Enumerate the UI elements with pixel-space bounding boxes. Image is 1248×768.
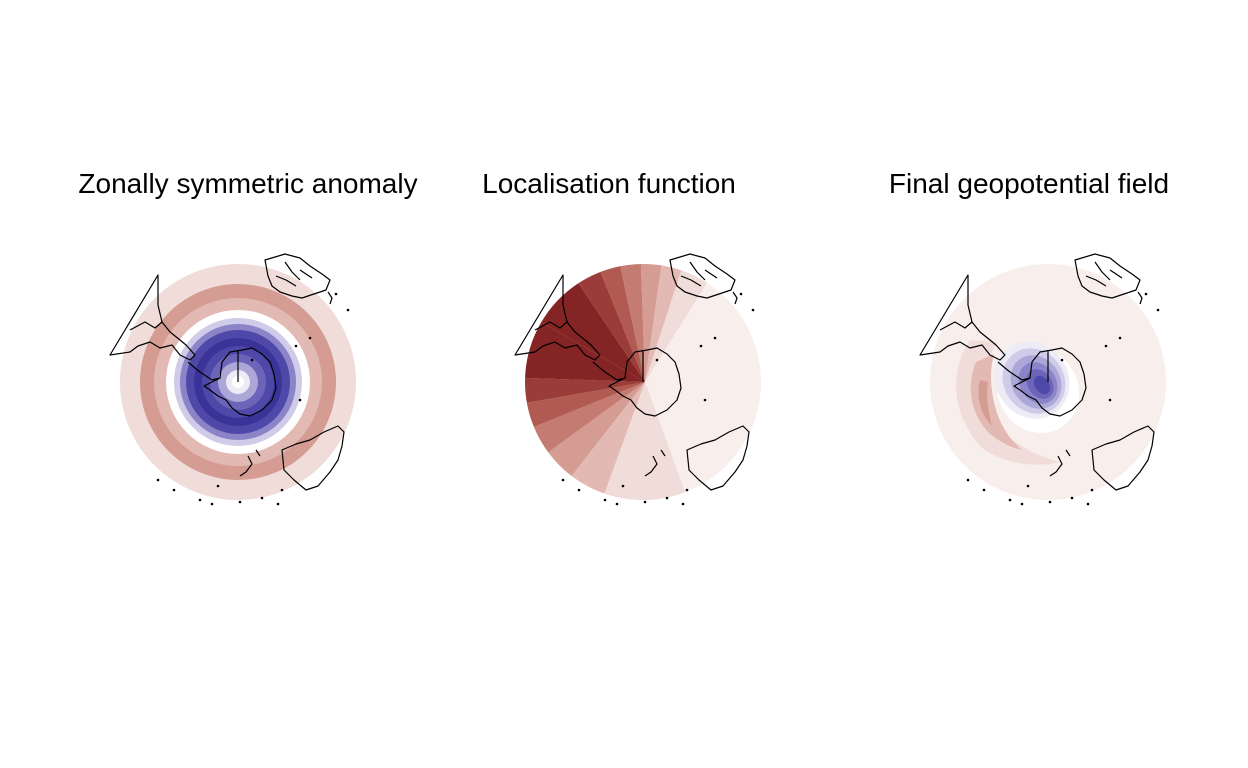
final-red-band-inner [978, 380, 992, 426]
coastline-6 [1085, 261, 1123, 287]
island-7 [577, 488, 581, 492]
coastline-9 [327, 291, 333, 305]
island-6 [561, 478, 565, 482]
localisation-wedge-3 [540, 382, 645, 485]
island-9 [615, 502, 619, 506]
localisation-field [525, 264, 761, 500]
island-12 [1086, 502, 1090, 506]
localisation-wedge-2 [565, 382, 645, 500]
island-12 [681, 502, 685, 506]
island-13 [280, 488, 284, 492]
island-6 [966, 478, 970, 482]
final-blue-contour-5 [1033, 375, 1051, 395]
coastline-2 [997, 361, 1031, 381]
coastline-9 [1137, 291, 1143, 305]
coastline-7 [686, 425, 750, 491]
coastline-2 [592, 361, 626, 381]
island-5 [334, 292, 338, 296]
coastline-5 [264, 253, 331, 299]
localisation-wedge-10 [596, 264, 645, 382]
island-8 [198, 498, 202, 502]
coastline-6 [680, 261, 718, 287]
coastline-5 [1074, 253, 1141, 299]
panel-title-localisation: Localisation function [482, 168, 736, 199]
coastline-3 [203, 347, 277, 417]
zonal-anomaly-map [109, 253, 356, 506]
island-4 [751, 308, 755, 312]
coastline-9 [732, 291, 738, 305]
island-3 [1118, 336, 1122, 340]
island-8 [603, 498, 607, 502]
island-9 [210, 502, 214, 506]
island-0 [250, 358, 254, 362]
coastline-2 [187, 361, 221, 381]
island-0 [1060, 358, 1064, 362]
coastline-8 [1049, 449, 1071, 477]
coastline-1 [129, 321, 163, 331]
island-12 [276, 502, 280, 506]
island-9 [1020, 502, 1024, 506]
island-3 [713, 336, 717, 340]
coastline-8 [644, 449, 666, 477]
panel-title-zonal: Zonally symmetric anomaly [78, 168, 418, 199]
coastline-1 [939, 321, 973, 331]
island-6 [156, 478, 160, 482]
island-4 [346, 308, 350, 312]
island-1 [298, 398, 302, 402]
island-1 [703, 398, 707, 402]
island-11 [260, 496, 264, 500]
island-10 [643, 500, 647, 504]
island-2 [699, 344, 703, 348]
localisation-wedge-4 [525, 382, 645, 459]
island-14 [216, 484, 220, 488]
localisation-wedge-0 [645, 382, 690, 500]
island-2 [294, 344, 298, 348]
coastline-7 [281, 425, 345, 491]
island-13 [1090, 488, 1094, 492]
island-10 [238, 500, 242, 504]
island-4 [1156, 308, 1160, 312]
localisation-wedge-9 [572, 264, 645, 382]
island-11 [665, 496, 669, 500]
coastline-8 [239, 449, 261, 477]
coastline-1 [534, 321, 568, 331]
island-7 [172, 488, 176, 492]
localisation-function-map [514, 253, 761, 506]
coastline-layer [919, 253, 1160, 506]
island-2 [1104, 344, 1108, 348]
island-0 [655, 358, 659, 362]
localisation-wedge-13 [645, 264, 686, 382]
coastline-5 [669, 253, 736, 299]
localisation-wedge-11 [618, 264, 645, 382]
island-3 [308, 336, 312, 340]
island-5 [1144, 292, 1148, 296]
island-8 [1008, 498, 1012, 502]
coastline-6 [275, 261, 313, 287]
island-14 [621, 484, 625, 488]
coastline-layer [514, 253, 755, 506]
coastline-3 [608, 347, 682, 417]
panel-title-final: Final geopotential field [888, 168, 1170, 199]
island-11 [1070, 496, 1074, 500]
final-red-band-mid [970, 354, 1022, 450]
coastline-0 [109, 274, 196, 361]
localisation-wedge-5 [525, 382, 645, 431]
coastline-3 [1013, 347, 1087, 417]
island-5 [739, 292, 743, 296]
coastline-7 [1091, 425, 1155, 491]
final-geopotential-field [930, 264, 1166, 500]
coastline-0 [514, 274, 601, 361]
localisation-wedge-8 [532, 274, 645, 382]
coastline-0 [919, 274, 1006, 361]
final-geopotential-map [919, 253, 1166, 506]
island-13 [685, 488, 689, 492]
coastline-layer [109, 253, 350, 506]
island-10 [1048, 500, 1052, 504]
island-7 [982, 488, 986, 492]
island-1 [1108, 398, 1112, 402]
localisation-wedge-1 [600, 382, 645, 500]
island-14 [1026, 484, 1030, 488]
